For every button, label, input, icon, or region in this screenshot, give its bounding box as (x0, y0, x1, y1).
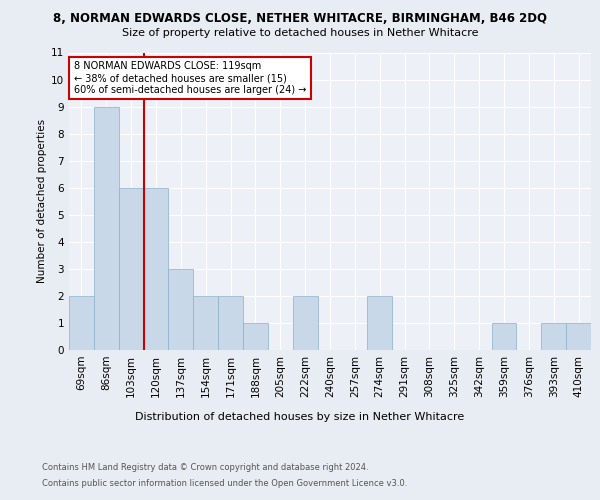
Text: Contains public sector information licensed under the Open Government Licence v3: Contains public sector information licen… (42, 479, 407, 488)
Bar (143, 188, 169, 350)
Bar (243, 323, 268, 350)
Text: Size of property relative to detached houses in Nether Whitacre: Size of property relative to detached ho… (122, 28, 478, 38)
Bar (218, 296, 243, 350)
Text: 8, NORMAN EDWARDS CLOSE, NETHER WHITACRE, BIRMINGHAM, B46 2DQ: 8, NORMAN EDWARDS CLOSE, NETHER WHITACRE… (53, 12, 547, 26)
Bar (293, 296, 317, 350)
Bar (119, 188, 143, 350)
Bar (541, 323, 566, 350)
Y-axis label: Number of detached properties: Number of detached properties (37, 119, 47, 284)
Bar (94, 106, 119, 350)
Bar (491, 323, 517, 350)
Text: Distribution of detached houses by size in Nether Whitacre: Distribution of detached houses by size … (136, 412, 464, 422)
Bar (69, 296, 94, 350)
Bar (566, 323, 591, 350)
Bar (367, 296, 392, 350)
Bar (169, 269, 193, 350)
Bar (193, 296, 218, 350)
Text: 8 NORMAN EDWARDS CLOSE: 119sqm
← 38% of detached houses are smaller (15)
60% of : 8 NORMAN EDWARDS CLOSE: 119sqm ← 38% of … (74, 62, 307, 94)
Text: Contains HM Land Registry data © Crown copyright and database right 2024.: Contains HM Land Registry data © Crown c… (42, 462, 368, 471)
